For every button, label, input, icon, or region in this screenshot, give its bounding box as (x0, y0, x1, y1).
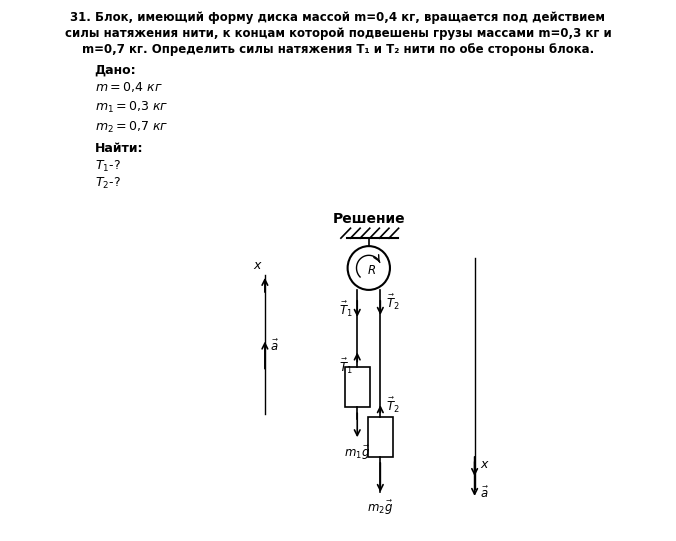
Text: Решение: Решение (333, 212, 405, 226)
Text: Дано:: Дано: (95, 63, 137, 76)
Text: m=0,7 кг. Определить силы натяжения Т₁ и Т₂ нити по обе стороны блока.: m=0,7 кг. Определить силы натяжения Т₁ и… (82, 43, 594, 56)
Text: $\vec{T}_2$: $\vec{T}_2$ (386, 293, 400, 312)
Text: x: x (254, 259, 261, 272)
Bar (345, 367, 370, 407)
Text: $m_1 = 0{,}3\ кг$: $m_1 = 0{,}3\ кг$ (95, 100, 168, 115)
Text: $R$: $R$ (367, 265, 377, 278)
Text: $T_2\text{-?}$: $T_2\text{-?}$ (95, 175, 120, 190)
Text: 31. Блок, имеющий форму диска массой m=0,4 кг, вращается под действием: 31. Блок, имеющий форму диска массой m=0… (70, 11, 606, 24)
Text: Найти:: Найти: (95, 142, 143, 155)
Text: $T_1\text{-?}$: $T_1\text{-?}$ (95, 159, 120, 174)
Text: $m_2 = 0{,}7\ кг$: $m_2 = 0{,}7\ кг$ (95, 120, 168, 135)
Text: $m_2\vec{g}$: $m_2\vec{g}$ (367, 499, 393, 517)
Text: $m = 0{,}4\ кг$: $m = 0{,}4\ кг$ (95, 80, 162, 94)
Text: $\vec{T}_1$: $\vec{T}_1$ (339, 357, 352, 375)
Text: $\vec{T}_2$: $\vec{T}_2$ (386, 396, 400, 415)
Bar (368, 417, 393, 457)
Text: $\vec{a}$: $\vec{a}$ (270, 339, 279, 354)
Text: $\vec{T}_1$: $\vec{T}_1$ (339, 300, 352, 319)
Text: x: x (481, 458, 488, 471)
Text: $\vec{a}$: $\vec{a}$ (481, 486, 489, 502)
Text: $m_1\vec{g}$: $m_1\vec{g}$ (344, 444, 370, 462)
Text: силы натяжения нити, к концам которой подвешены грузы массами m=0,3 кг и: силы натяжения нити, к концам которой по… (65, 27, 611, 40)
